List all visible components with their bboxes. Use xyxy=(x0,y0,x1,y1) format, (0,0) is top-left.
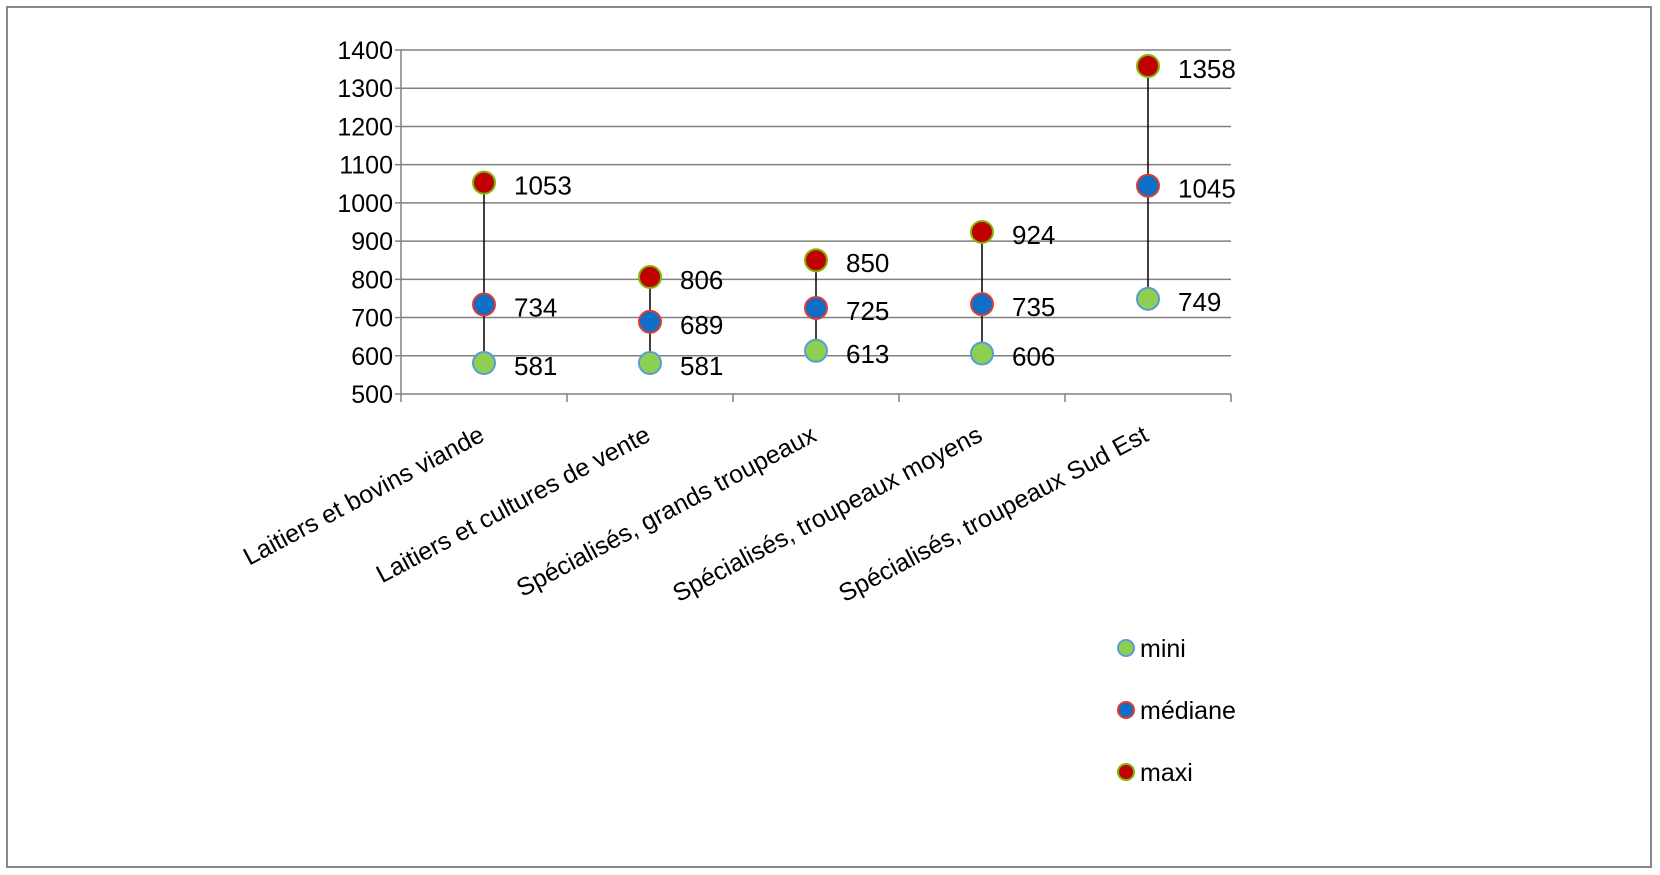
y-tick-label: 1000 xyxy=(337,190,393,218)
point-mini xyxy=(970,341,994,366)
category-label: Laitiers et cultures de vente xyxy=(372,421,655,589)
data-labels: 581 581 613 606 749 734 689 725 735 1045 1053 806 85… xyxy=(514,54,1236,381)
point-mediane xyxy=(804,296,828,320)
legend: mini médiane maxi xyxy=(1117,635,1236,787)
point-mediane xyxy=(970,292,994,317)
point-maxi xyxy=(638,265,662,290)
data-label-mediane: 1045 xyxy=(1178,174,1236,204)
data-label-maxi: 1053 xyxy=(514,171,572,201)
axes: 500 600 700 800 900 1000 1100 1200 1300 1400 Laiti… xyxy=(239,37,1232,608)
chart-frame: 500 600 700 800 900 1000 1100 1200 1300 1400 Laiti… xyxy=(6,6,1652,868)
data-label-mini: 613 xyxy=(846,339,889,369)
point-maxi xyxy=(472,170,496,195)
point-mediane xyxy=(1136,173,1160,198)
data-points xyxy=(472,54,1160,376)
point-maxi xyxy=(1136,54,1160,79)
gridlines xyxy=(401,49,1231,357)
point-mediane xyxy=(638,309,662,334)
data-label-maxi: 1358 xyxy=(1178,54,1236,84)
data-label-mini: 749 xyxy=(1178,287,1221,317)
legend-label-maxi: maxi xyxy=(1140,759,1193,787)
category-label: Spécialisés, troupeaux Sud Est xyxy=(834,421,1153,608)
y-tick-label: 800 xyxy=(351,266,393,294)
chart-svg: 500 600 700 800 900 1000 1100 1200 1300 1400 Laiti… xyxy=(239,37,1236,787)
y-tick-label: 500 xyxy=(351,381,393,409)
point-mini xyxy=(638,351,662,376)
legend-marker-maxi xyxy=(1117,763,1135,781)
data-label-maxi: 924 xyxy=(1012,220,1055,250)
category-label: Spécialisés, troupeaux moyens xyxy=(668,421,987,608)
data-label-mediane: 735 xyxy=(1012,292,1055,322)
y-tick-label: 1100 xyxy=(339,152,393,180)
y-tick-label: 700 xyxy=(351,305,393,333)
y-tick-label: 1300 xyxy=(337,75,393,103)
point-mini xyxy=(804,338,828,363)
point-mediane xyxy=(472,292,496,317)
point-maxi xyxy=(804,248,828,273)
data-label-mediane: 725 xyxy=(846,296,889,326)
category-label: Spécialisés, grands troupeaux xyxy=(512,420,821,602)
y-tick-label: 900 xyxy=(351,228,393,256)
legend-label-mini: mini xyxy=(1140,635,1186,663)
y-tick-label: 1400 xyxy=(337,37,393,65)
data-label-mini: 606 xyxy=(1012,341,1055,371)
data-label-maxi: 850 xyxy=(846,248,889,278)
point-mini xyxy=(472,351,496,376)
legend-marker-mediane xyxy=(1117,701,1135,719)
data-label-mini: 581 xyxy=(680,351,723,381)
y-tick-label: 600 xyxy=(351,343,393,371)
data-label-mediane: 734 xyxy=(514,293,557,323)
point-mini xyxy=(1136,286,1160,311)
legend-marker-mini xyxy=(1117,639,1135,657)
y-tick-label: 1200 xyxy=(337,113,393,141)
data-label-maxi: 806 xyxy=(680,265,723,295)
legend-label-mediane: médiane xyxy=(1140,697,1236,725)
point-maxi xyxy=(970,219,994,244)
data-label-mini: 581 xyxy=(514,351,557,381)
data-label-mediane: 689 xyxy=(680,310,723,340)
